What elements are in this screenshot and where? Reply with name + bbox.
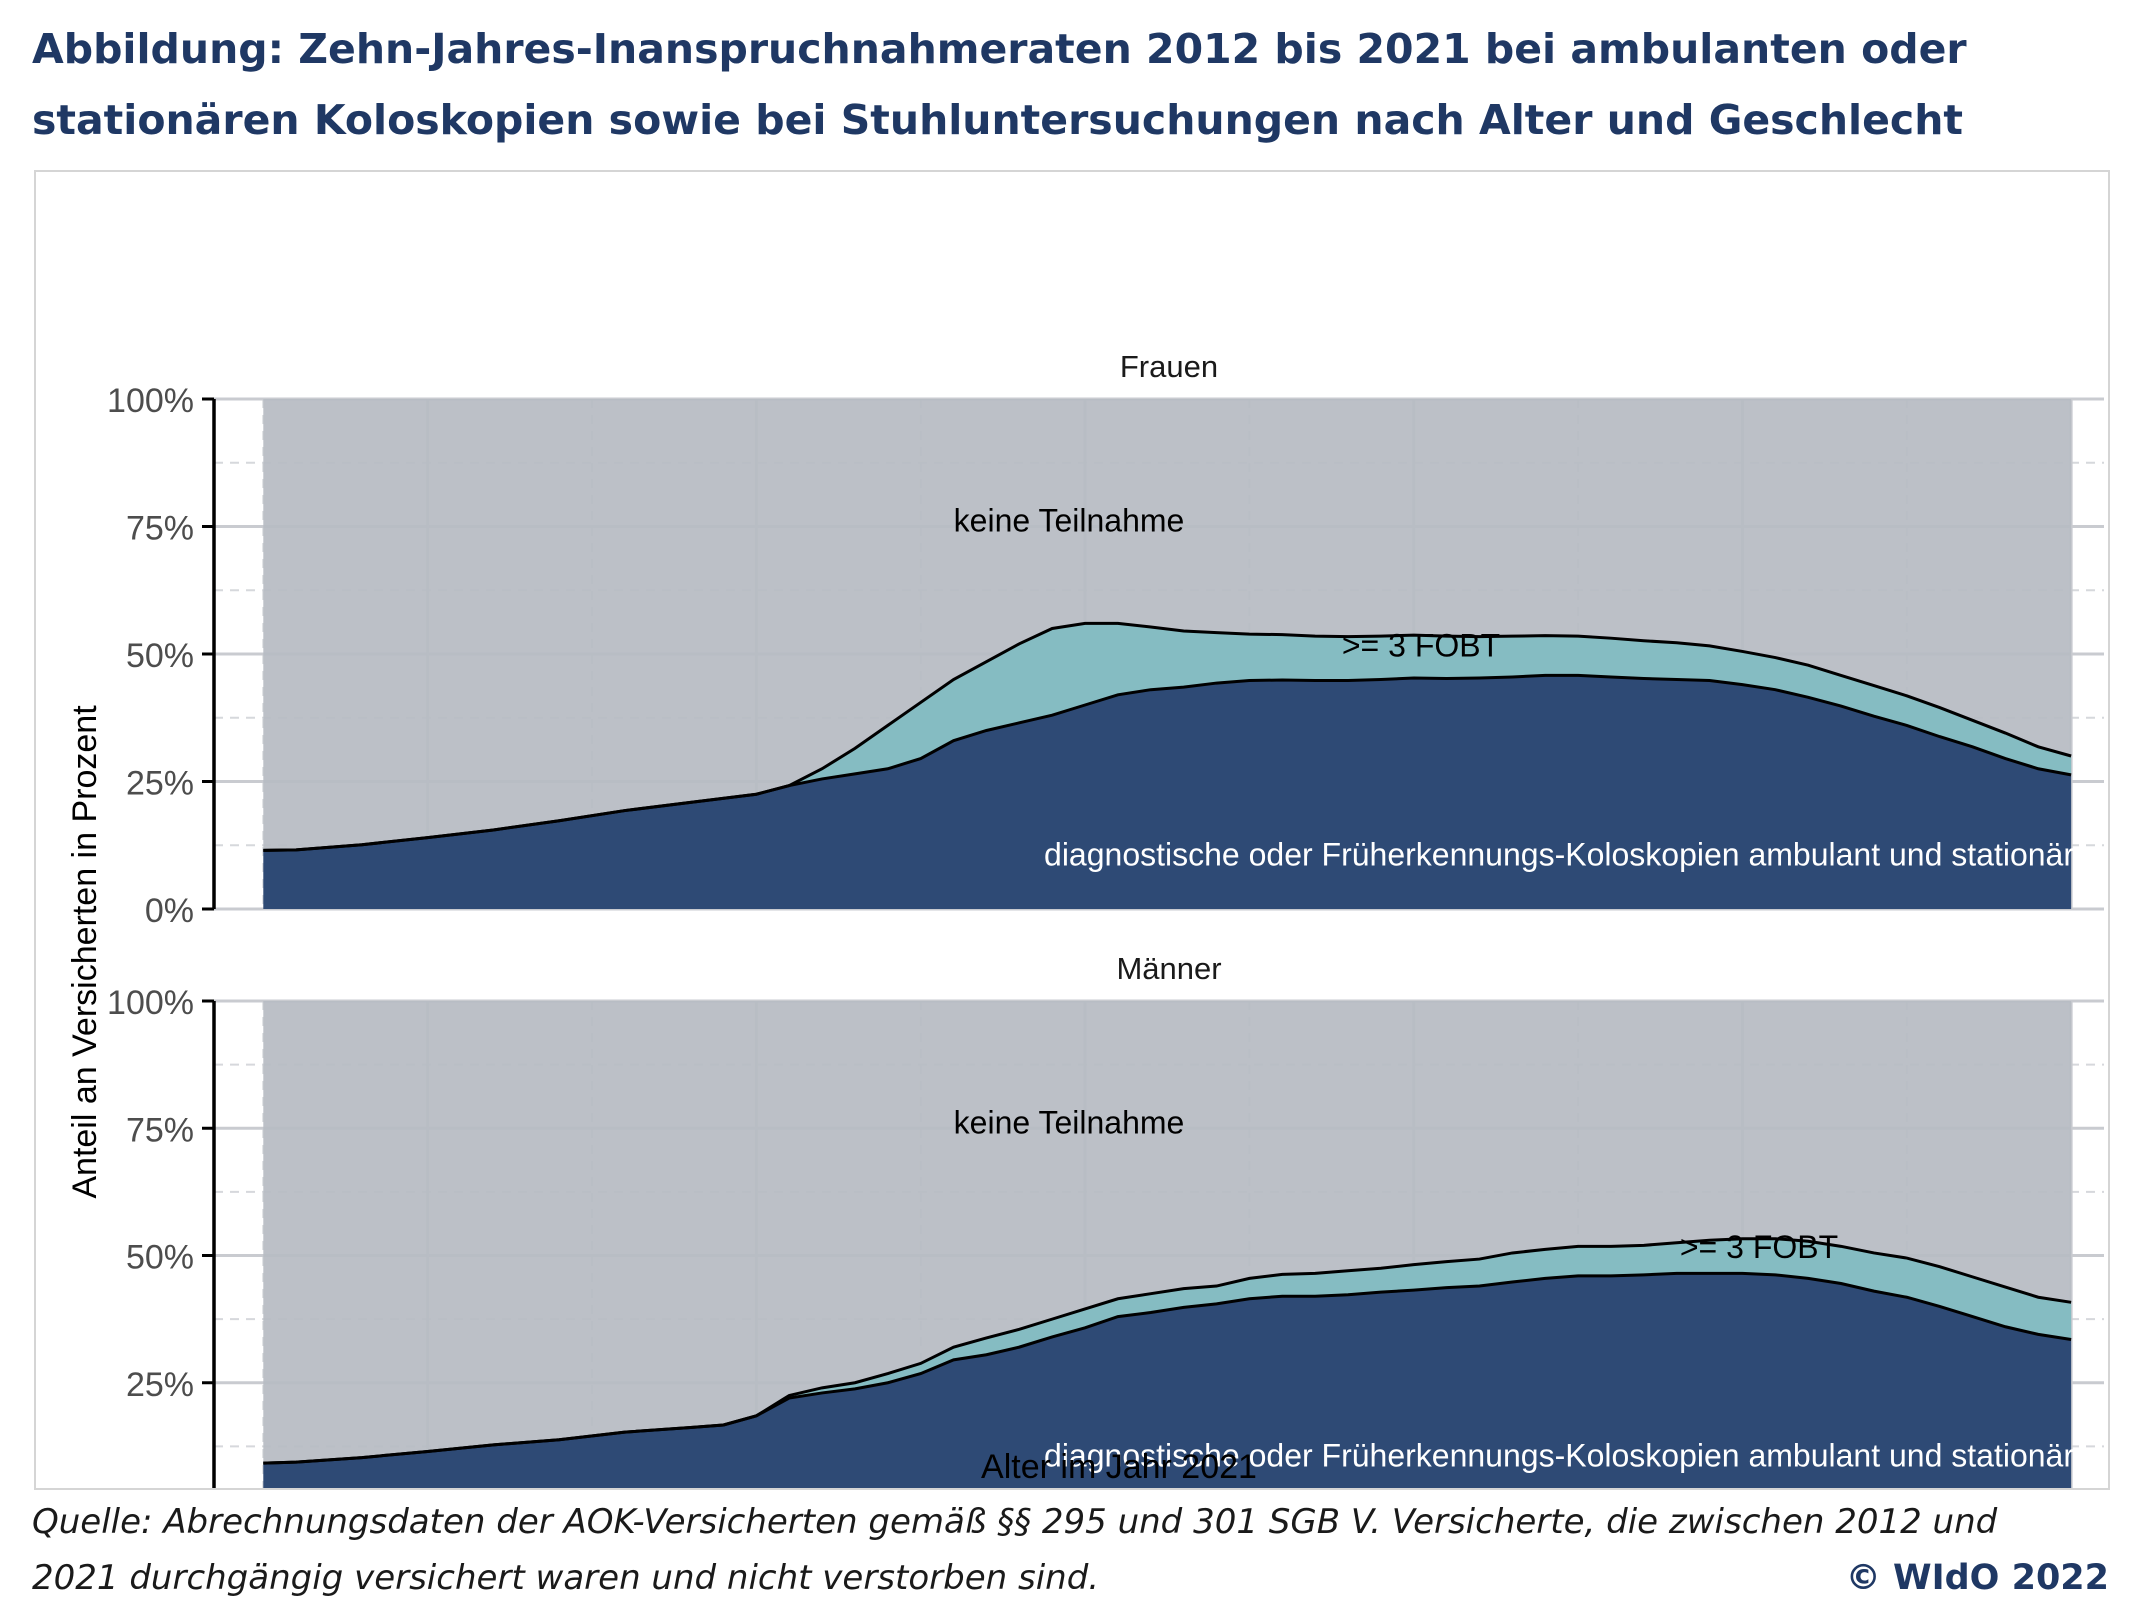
label-fobt: >= 3 FOBT [1680, 1229, 1838, 1265]
chart-canvas: 0% 25% 50% 75% 100% Frauen keine Teilnahme >= 3… [66, 349, 2104, 1488]
source-note: Quelle: Abrechnungsdaten der AOK-Versich… [32, 1502, 1998, 1598]
label-fobt: >= 3 FOBT [1342, 628, 1500, 664]
label-keine-teilnahme: keine Teilnahme [954, 503, 1185, 539]
y-tick-label: 100% [107, 984, 194, 1022]
panel-strip-label: Männer [1116, 951, 1221, 986]
y-tick-label: 100% [107, 382, 194, 420]
y-tick-label: 75% [126, 1111, 194, 1149]
y-tick-label: 25% [126, 765, 194, 803]
y-tick-label: 0% [145, 892, 194, 930]
area-keine-teilnahme [263, 399, 2072, 851]
y-tick-label: 50% [126, 637, 194, 675]
label-koloskopie: diagnostische oder Früherkennungs-Kolosk… [1044, 1438, 2074, 1474]
area-keine-teilnahme [263, 1001, 2072, 1464]
area-fobt [263, 1238, 2072, 1464]
y-tick-label: 50% [126, 1239, 194, 1277]
series-line-koloskopie [263, 673, 2072, 852]
y-axis-title: Anteil an Versicherten in Prozent [66, 705, 104, 1199]
chart-frame: 0% 25% 50% 75% 100% Frauen keine Teilnahme >= 3… [34, 170, 2110, 1490]
area-koloskopie [263, 1273, 2072, 1488]
label-keine-teilnahme: keine Teilnahme [954, 1104, 1185, 1140]
series-line-koloskopie [263, 1271, 2072, 1465]
area-koloskopie [263, 675, 2072, 909]
copyright-note: © WIdO 2022 [1845, 1558, 2109, 1598]
y-tick-label: 25% [126, 1366, 194, 1404]
x-axis-title: Alter im Jahr 2021 [981, 1448, 1257, 1486]
figure-title: Abbildung: Zehn-Jahres-Inanspruchnahmera… [32, 25, 1967, 144]
y-tick-label: 75% [126, 510, 194, 548]
label-koloskopie: diagnostische oder Früherkennungs-Kolosk… [1044, 837, 2074, 873]
panel-strip-label: Frauen [1120, 349, 1218, 384]
area-fobt [263, 623, 2072, 851]
